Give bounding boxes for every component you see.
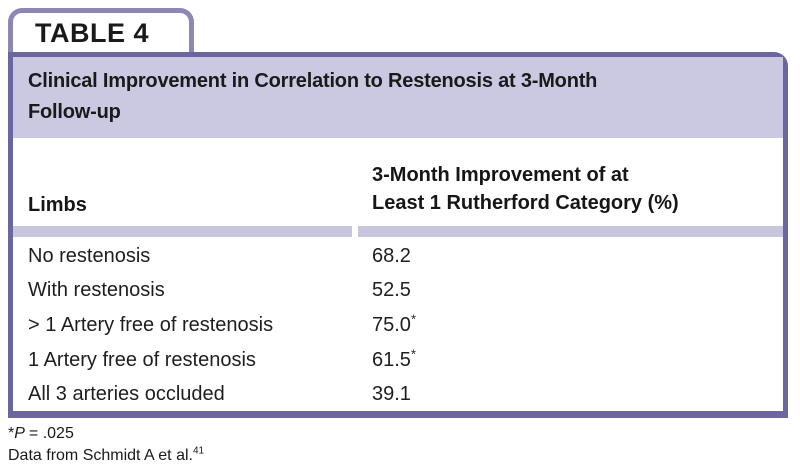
header-separator-rule (13, 226, 783, 237)
table-number-label: TABLE 4 (35, 18, 150, 48)
value-text: 75.0 (372, 313, 411, 336)
p-value-footnote: *P = .025 (8, 423, 204, 444)
table-title-band: Clinical Improvement in Correlation to R… (13, 57, 783, 138)
source-text: Data from Schmidt A et al. (8, 447, 193, 464)
value-cell: 61.5* (352, 345, 416, 372)
p-value-marker: * (8, 425, 15, 442)
limbs-cell: With restenosis (28, 279, 165, 302)
column-header-limbs: Limbs (28, 194, 87, 216)
table-row: With restenosis 52.5 (13, 274, 783, 309)
p-value-text: = .025 (28, 425, 74, 442)
source-reference-number: 41 (192, 445, 205, 457)
value-text: 52.5 (372, 279, 411, 302)
source-footnote: Data from Schmidt A et al.41 (8, 445, 204, 466)
value-text: 68.2 (372, 244, 411, 267)
column-header-improvement-line1: 3-Month Improvement of at (372, 164, 629, 186)
value-cell: 52.5 (352, 279, 411, 302)
limbs-cell: 1 Artery free of restenosis (28, 348, 256, 371)
separator-segment-right (358, 226, 783, 237)
significance-marker: * (410, 345, 416, 361)
table-body: No restenosis 68.2 With restenosis 52.5 … (13, 237, 783, 412)
separator-segment-left (13, 226, 352, 237)
footnotes: *P = .025 Data from Schmidt A et al.41 (8, 423, 204, 466)
value-cell: 39.1 (352, 383, 411, 406)
limbs-cell: > 1 Artery free of restenosis (28, 313, 274, 336)
table-row: No restenosis 68.2 (13, 239, 783, 274)
value-text: 61.5 (372, 348, 411, 371)
table-row: > 1 Artery free of restenosis 75.0* (13, 308, 783, 343)
value-text: 39.1 (372, 383, 411, 406)
separator-gap (352, 226, 358, 237)
table-row: 1 Artery free of restenosis 61.5* (13, 343, 783, 378)
limbs-cell: No restenosis (28, 244, 151, 267)
value-cell: 75.0* (352, 311, 416, 337)
table-frame: Clinical Improvement in Correlation to R… (8, 52, 788, 418)
column-header-improvement-line2: Least 1 Rutherford Category (%) (372, 192, 679, 214)
p-value-symbol: P (14, 425, 25, 442)
column-header-row: Limbs 3-Month Improvement of at Least 1 … (13, 138, 783, 226)
column-header-improvement: 3-Month Improvement of at Least 1 Ruther… (352, 161, 679, 217)
table-number-tab: TABLE 4 (8, 8, 194, 52)
table-title-line2: Follow-up (28, 101, 121, 123)
limbs-cell: All 3 arteries occluded (28, 383, 225, 406)
significance-marker: * (410, 311, 416, 327)
table-title-line1: Clinical Improvement in Correlation to R… (28, 70, 598, 92)
value-cell: 68.2 (352, 245, 411, 268)
table-row: All 3 arteries occluded 39.1 (13, 377, 783, 412)
